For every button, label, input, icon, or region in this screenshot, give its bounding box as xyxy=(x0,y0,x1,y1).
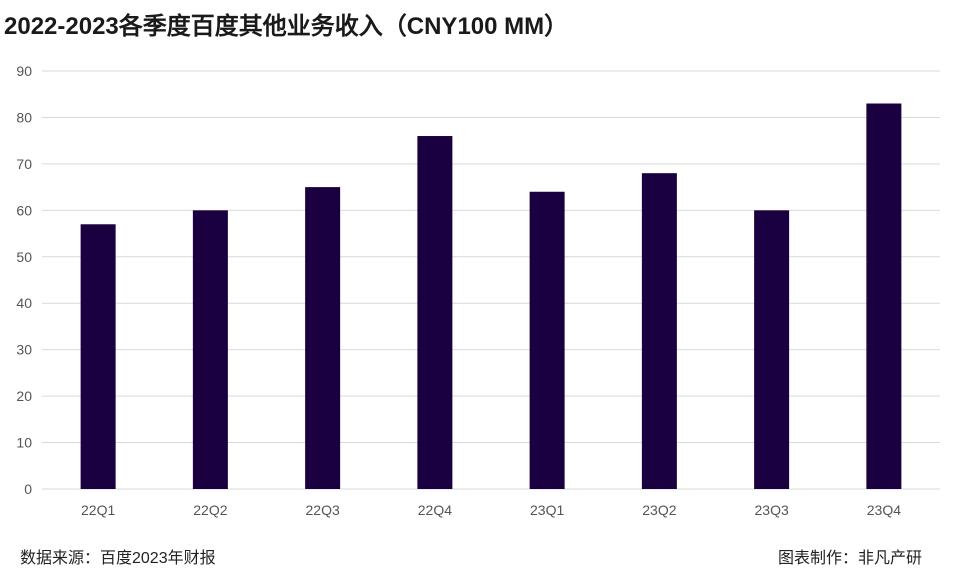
source-note: 数据来源：百度2023年财报 xyxy=(20,550,216,567)
x-tick-label: 22Q1 xyxy=(81,502,115,518)
bar-22Q4 xyxy=(417,136,453,489)
bar-23Q2 xyxy=(641,173,677,489)
y-tick-label: 10 xyxy=(16,435,32,451)
y-tick-label: 70 xyxy=(16,156,32,172)
y-tick-label: 60 xyxy=(16,202,32,218)
y-tick-label: 50 xyxy=(16,249,32,265)
x-tick-label: 22Q3 xyxy=(306,502,340,518)
x-tick-label: 22Q4 xyxy=(418,502,452,518)
bar-23Q3 xyxy=(754,210,790,490)
x-tick-label: 23Q1 xyxy=(530,502,564,518)
chart-title: 2022-2023各季度百度其他业务收入（CNY100 MM） xyxy=(4,13,569,40)
x-tick-label: 23Q3 xyxy=(755,502,789,518)
bar-23Q4 xyxy=(866,103,902,489)
y-tick-label: 0 xyxy=(24,481,32,497)
bar-22Q2 xyxy=(192,210,228,490)
x-tick-label: 23Q2 xyxy=(642,502,676,518)
credit-note: 图表制作：非凡产研 xyxy=(777,550,922,567)
y-tick-label: 80 xyxy=(16,109,32,125)
y-tick-label: 40 xyxy=(16,295,32,311)
bar-23Q1 xyxy=(529,191,565,489)
y-tick-label: 90 xyxy=(16,63,32,79)
x-tick-label: 22Q2 xyxy=(193,502,227,518)
bar-22Q1 xyxy=(80,224,116,489)
y-axis-tick-labels: 0 10 20 30 40 50 60 70 80 90 xyxy=(16,63,32,497)
x-tick-label: 23Q4 xyxy=(867,502,901,518)
y-tick-label: 30 xyxy=(16,342,32,358)
y-tick-label: 20 xyxy=(16,388,32,404)
bars xyxy=(80,103,902,490)
x-axis-tick-labels: 22Q1 22Q2 22Q3 22Q4 23Q1 23Q2 23Q3 23Q4 xyxy=(81,502,901,518)
bar-22Q3 xyxy=(305,187,341,489)
gridlines xyxy=(42,70,940,490)
